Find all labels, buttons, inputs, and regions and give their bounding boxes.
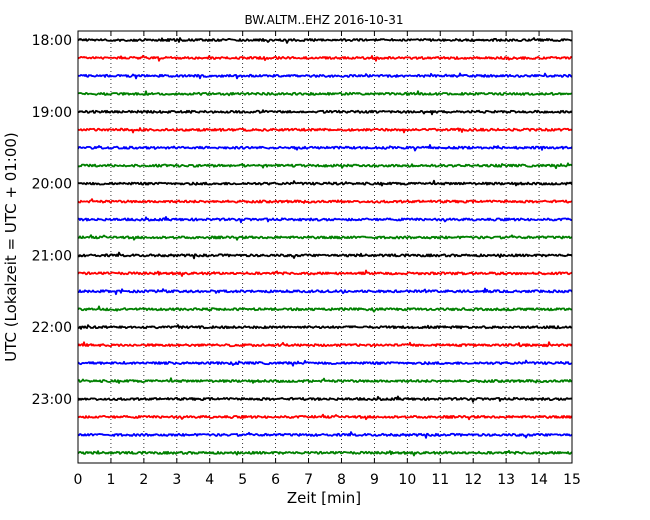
x-tick-label: 15 — [563, 472, 581, 488]
x-tick-label: 3 — [172, 472, 181, 488]
seismogram-trace — [78, 341, 572, 348]
x-tick-label: 5 — [238, 472, 247, 488]
seismogram-trace — [78, 449, 572, 457]
seismogram-trace — [78, 162, 572, 170]
seismogram-trace — [78, 324, 572, 330]
x-tick-label: 8 — [337, 472, 346, 488]
seismogram-trace — [78, 54, 572, 62]
seismogram-trace — [78, 179, 572, 187]
seismogram-trace — [78, 287, 572, 296]
x-tick-label: 9 — [370, 472, 379, 488]
x-tick-label: 12 — [464, 472, 482, 488]
seismogram-trace — [78, 251, 572, 260]
chart-title: BW.ALTM..EHZ 2016-10-31 — [244, 13, 403, 27]
y-tick-label: 21:00 — [32, 248, 72, 264]
y-tick-label: 23:00 — [32, 392, 72, 408]
x-tick-label: 13 — [497, 472, 515, 488]
traces — [78, 37, 572, 457]
x-tick-label: 6 — [271, 472, 280, 488]
seismogram-trace — [78, 395, 572, 403]
seismogram-trace — [78, 413, 572, 421]
x-tick-label: 1 — [106, 472, 115, 488]
y-tick-label: 22:00 — [32, 320, 72, 336]
seismogram-trace — [78, 72, 572, 80]
seismogram-trace — [78, 234, 572, 241]
x-tick-label: 10 — [398, 472, 416, 488]
x-tick-label: 14 — [530, 472, 548, 488]
seismogram-trace — [78, 90, 572, 97]
x-axis-ticks: 0 1 2 3 4 5 6 7 8 9 10 11 12 13 14 15 — [74, 31, 581, 488]
seismogram-trace — [78, 198, 572, 204]
seismogram-trace — [78, 109, 572, 116]
plot-frame — [77, 30, 573, 464]
grid-lines — [110, 31, 540, 463]
x-tick-label: 7 — [304, 472, 313, 488]
y-tick-label: 18:00 — [32, 33, 72, 49]
x-tick-label: 2 — [139, 472, 148, 488]
seismogram-trace — [78, 359, 572, 367]
seismogram-trace — [78, 37, 572, 44]
y-tick-label: 19:00 — [32, 105, 72, 121]
y-axis-ticks: 18:00 19:00 20:00 21:00 22:00 23:00 — [32, 33, 572, 408]
seismogram-trace — [78, 377, 572, 384]
seismogram-trace — [78, 127, 572, 134]
x-tick-label: 0 — [74, 472, 83, 488]
x-tick-label: 11 — [431, 472, 449, 488]
x-tick-label: 4 — [205, 472, 214, 488]
x-axis-label: Zeit [min] — [287, 489, 361, 507]
seismogram-trace — [78, 305, 572, 313]
y-axis-label: UTC (Lokalzeit = UTC + 01:00) — [2, 132, 20, 362]
seismogram-trace — [78, 431, 572, 439]
seismogram-trace — [78, 216, 572, 224]
y-tick-label: 20:00 — [32, 177, 72, 193]
seismogram-trace — [78, 144, 572, 152]
seismogram-trace — [78, 269, 572, 277]
